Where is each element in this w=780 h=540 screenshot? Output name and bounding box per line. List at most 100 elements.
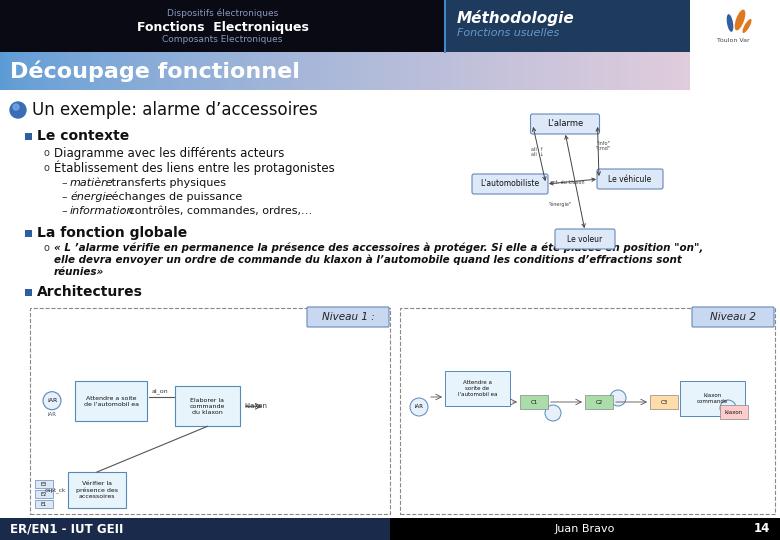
Circle shape xyxy=(10,102,26,118)
Circle shape xyxy=(720,400,736,416)
Text: al_on: al_on xyxy=(152,388,168,394)
Bar xyxy=(470,52,473,90)
Bar xyxy=(45,52,49,90)
Bar xyxy=(179,52,184,90)
Text: klaxon: klaxon xyxy=(244,403,267,409)
Bar xyxy=(390,518,780,540)
Bar xyxy=(324,52,328,90)
Text: Attendre a soite
de l'automobil ea: Attendre a soite de l'automobil ea xyxy=(83,396,139,407)
Bar xyxy=(255,52,260,90)
Bar xyxy=(538,52,543,90)
Circle shape xyxy=(410,398,428,416)
Bar xyxy=(7,52,12,90)
Bar xyxy=(601,52,604,90)
Bar xyxy=(500,52,505,90)
Text: Elaborer la
commande
du klaxon: Elaborer la commande du klaxon xyxy=(190,398,225,415)
Text: Un exemple: alarme d’accessoires: Un exemple: alarme d’accessoires xyxy=(32,101,317,119)
Bar xyxy=(597,52,601,90)
Bar xyxy=(559,52,563,90)
Bar xyxy=(662,52,667,90)
Bar xyxy=(680,381,745,416)
Text: information: information xyxy=(70,206,134,216)
Bar xyxy=(31,52,36,90)
Bar xyxy=(272,52,277,90)
Bar xyxy=(145,52,149,90)
Bar xyxy=(152,52,156,90)
Bar xyxy=(669,52,674,90)
Bar xyxy=(17,52,22,90)
Bar xyxy=(21,52,25,90)
Bar xyxy=(204,52,208,90)
Bar xyxy=(583,52,587,90)
Bar xyxy=(100,52,105,90)
Bar xyxy=(686,52,691,90)
Bar xyxy=(618,52,622,90)
Text: : échanges de puissance: : échanges de puissance xyxy=(101,192,243,202)
Bar xyxy=(383,52,388,90)
Bar xyxy=(545,52,550,90)
Bar xyxy=(138,52,143,90)
Bar xyxy=(631,52,636,90)
Bar xyxy=(635,52,640,90)
Bar xyxy=(248,52,253,90)
FancyBboxPatch shape xyxy=(530,114,600,134)
Bar xyxy=(25,132,32,139)
Bar xyxy=(269,52,274,90)
Bar xyxy=(566,52,570,90)
Bar xyxy=(483,52,488,90)
Bar xyxy=(296,52,301,90)
Bar xyxy=(58,52,63,90)
Bar xyxy=(35,480,53,488)
Text: Attendre a
sorite de
l'automobil ea: Attendre a sorite de l'automobil ea xyxy=(458,380,498,397)
Bar xyxy=(38,52,42,90)
Bar xyxy=(242,52,246,90)
Bar xyxy=(349,52,353,90)
Text: C1: C1 xyxy=(530,400,537,404)
Text: E3: E3 xyxy=(41,482,47,487)
Bar xyxy=(155,52,160,90)
FancyBboxPatch shape xyxy=(692,307,774,327)
Bar xyxy=(107,52,112,90)
Text: La fonction globale: La fonction globale xyxy=(37,226,187,240)
Bar xyxy=(87,52,90,90)
Bar xyxy=(141,52,146,90)
Text: ali  ↑
ali  ↓: ali ↑ ali ↓ xyxy=(530,146,544,157)
Text: matière: matière xyxy=(70,178,114,188)
Bar xyxy=(587,52,591,90)
Ellipse shape xyxy=(743,19,752,33)
Bar xyxy=(524,52,529,90)
Bar xyxy=(35,500,53,508)
Bar xyxy=(259,52,263,90)
Bar xyxy=(679,52,684,90)
Ellipse shape xyxy=(727,14,733,32)
Text: –: – xyxy=(61,206,66,216)
Text: iAR: iAR xyxy=(48,412,56,417)
Bar xyxy=(548,52,553,90)
Bar xyxy=(262,52,267,90)
Bar xyxy=(214,52,218,90)
Bar xyxy=(314,52,318,90)
Bar xyxy=(175,386,240,426)
FancyBboxPatch shape xyxy=(597,169,663,189)
Bar xyxy=(504,52,508,90)
Bar xyxy=(638,52,643,90)
Bar xyxy=(404,52,408,90)
Bar xyxy=(104,52,108,90)
Text: o: o xyxy=(43,243,49,253)
Bar xyxy=(90,52,94,90)
Bar xyxy=(459,52,463,90)
Bar xyxy=(521,52,526,90)
Bar xyxy=(494,52,498,90)
Bar xyxy=(580,52,584,90)
Bar xyxy=(366,52,370,90)
Text: elle devra envoyer un ordre de commande du klaxon à l’automobile quand les condi: elle devra envoyer un ordre de commande … xyxy=(54,255,682,265)
Bar xyxy=(35,490,53,498)
Text: L'alarme: L'alarme xyxy=(547,119,583,129)
Bar xyxy=(690,0,780,57)
Bar xyxy=(676,52,681,90)
Bar xyxy=(172,52,177,90)
Bar xyxy=(720,405,748,419)
Bar xyxy=(642,52,646,90)
Text: capt_ck: capt_ck xyxy=(45,487,66,493)
Bar xyxy=(338,52,342,90)
